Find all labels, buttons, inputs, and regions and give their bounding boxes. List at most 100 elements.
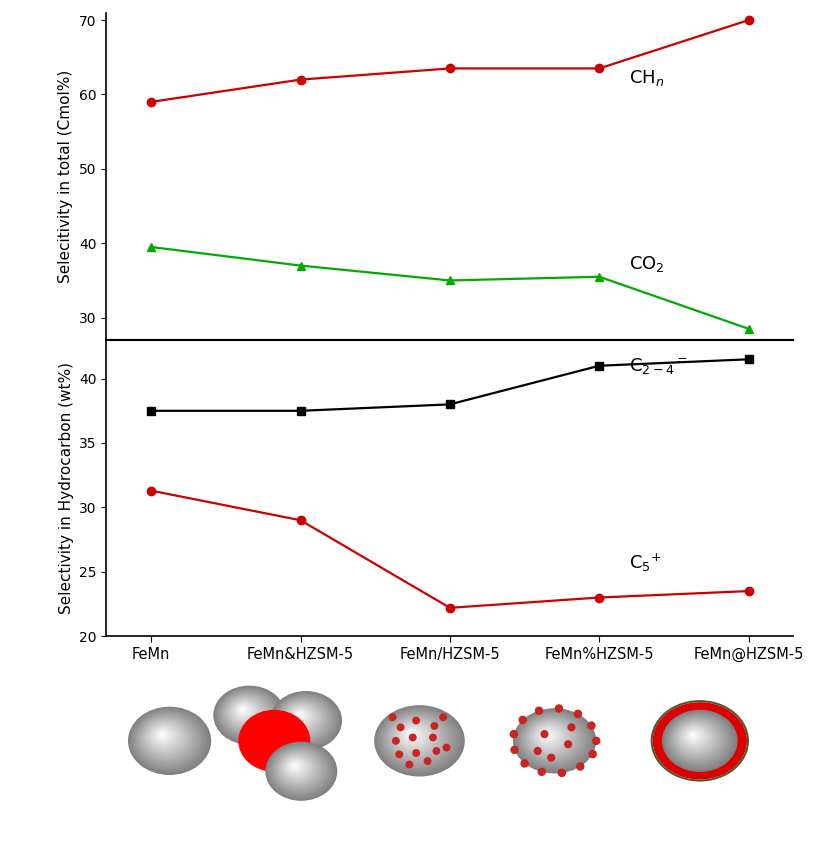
Ellipse shape: [528, 721, 573, 755]
Ellipse shape: [544, 733, 550, 738]
Ellipse shape: [676, 721, 718, 755]
Ellipse shape: [133, 711, 204, 770]
Ellipse shape: [218, 690, 279, 739]
Ellipse shape: [269, 744, 332, 797]
Ellipse shape: [388, 716, 445, 761]
Ellipse shape: [277, 752, 320, 787]
Ellipse shape: [687, 731, 700, 741]
Ellipse shape: [137, 714, 198, 765]
Ellipse shape: [267, 743, 335, 799]
Ellipse shape: [273, 694, 337, 746]
Ellipse shape: [281, 700, 326, 738]
Ellipse shape: [401, 726, 425, 745]
Ellipse shape: [277, 697, 332, 742]
Ellipse shape: [274, 695, 336, 745]
Ellipse shape: [275, 750, 323, 789]
Text: C$_5$$^{+}$: C$_5$$^{+}$: [629, 552, 662, 574]
Ellipse shape: [399, 725, 428, 748]
Ellipse shape: [382, 711, 453, 767]
Ellipse shape: [142, 718, 191, 758]
Ellipse shape: [527, 719, 576, 758]
Ellipse shape: [667, 713, 731, 766]
Ellipse shape: [524, 717, 581, 761]
Ellipse shape: [681, 726, 709, 749]
Ellipse shape: [393, 720, 438, 754]
Circle shape: [413, 717, 420, 724]
Circle shape: [410, 734, 416, 741]
Ellipse shape: [282, 755, 312, 780]
Ellipse shape: [681, 725, 710, 749]
Ellipse shape: [290, 761, 302, 771]
Ellipse shape: [288, 760, 303, 773]
Ellipse shape: [222, 693, 273, 734]
Ellipse shape: [225, 695, 268, 731]
Ellipse shape: [519, 713, 588, 767]
Ellipse shape: [684, 728, 706, 746]
Ellipse shape: [666, 713, 732, 768]
Ellipse shape: [272, 748, 327, 792]
Ellipse shape: [375, 706, 464, 776]
Ellipse shape: [227, 697, 264, 728]
Circle shape: [548, 754, 555, 761]
Ellipse shape: [690, 733, 696, 738]
Ellipse shape: [291, 763, 299, 769]
Ellipse shape: [160, 733, 164, 736]
Circle shape: [434, 748, 439, 754]
Ellipse shape: [285, 703, 320, 732]
Ellipse shape: [147, 722, 182, 751]
Ellipse shape: [525, 718, 578, 760]
Ellipse shape: [515, 710, 593, 771]
Ellipse shape: [230, 699, 261, 725]
Circle shape: [521, 760, 528, 767]
Ellipse shape: [143, 719, 188, 756]
Ellipse shape: [678, 723, 713, 752]
Ellipse shape: [233, 702, 256, 721]
Ellipse shape: [289, 706, 314, 727]
Ellipse shape: [677, 722, 715, 753]
Ellipse shape: [298, 714, 301, 717]
Ellipse shape: [516, 711, 591, 770]
Ellipse shape: [285, 704, 319, 731]
Circle shape: [536, 707, 542, 714]
Ellipse shape: [672, 718, 722, 760]
Ellipse shape: [287, 705, 317, 729]
Ellipse shape: [142, 719, 190, 757]
Ellipse shape: [524, 717, 579, 760]
Ellipse shape: [533, 723, 567, 751]
Ellipse shape: [680, 724, 712, 750]
Ellipse shape: [683, 727, 707, 747]
Ellipse shape: [275, 749, 324, 790]
Ellipse shape: [290, 762, 300, 771]
Ellipse shape: [282, 701, 325, 736]
Ellipse shape: [295, 712, 304, 719]
Ellipse shape: [287, 760, 305, 774]
Ellipse shape: [528, 720, 574, 756]
Ellipse shape: [158, 732, 166, 738]
Ellipse shape: [393, 721, 436, 754]
Ellipse shape: [384, 713, 449, 765]
Circle shape: [519, 717, 526, 723]
Ellipse shape: [380, 710, 456, 770]
Ellipse shape: [689, 732, 698, 739]
Ellipse shape: [283, 701, 323, 735]
Ellipse shape: [221, 692, 274, 735]
Ellipse shape: [294, 711, 307, 721]
Circle shape: [577, 763, 584, 770]
Ellipse shape: [671, 717, 725, 761]
Ellipse shape: [288, 706, 316, 728]
Ellipse shape: [384, 713, 451, 765]
Ellipse shape: [231, 701, 259, 723]
Ellipse shape: [515, 710, 594, 772]
Ellipse shape: [294, 710, 308, 722]
Ellipse shape: [273, 694, 338, 747]
Ellipse shape: [284, 702, 322, 734]
Ellipse shape: [132, 710, 205, 771]
Ellipse shape: [240, 707, 245, 712]
Ellipse shape: [225, 695, 267, 730]
Ellipse shape: [654, 703, 746, 779]
Ellipse shape: [390, 717, 442, 758]
Ellipse shape: [688, 731, 699, 740]
Circle shape: [440, 714, 447, 721]
Ellipse shape: [518, 712, 589, 768]
Ellipse shape: [289, 706, 315, 728]
